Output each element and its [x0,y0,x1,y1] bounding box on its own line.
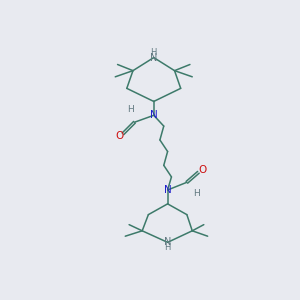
Text: H: H [194,189,200,198]
Text: N: N [150,52,158,63]
Text: N: N [150,110,158,120]
Text: N: N [164,237,171,248]
Text: H: H [127,105,134,114]
Text: O: O [115,131,123,141]
Text: H: H [164,243,171,252]
Text: H: H [151,48,157,57]
Text: O: O [198,165,206,175]
Text: N: N [164,185,172,195]
